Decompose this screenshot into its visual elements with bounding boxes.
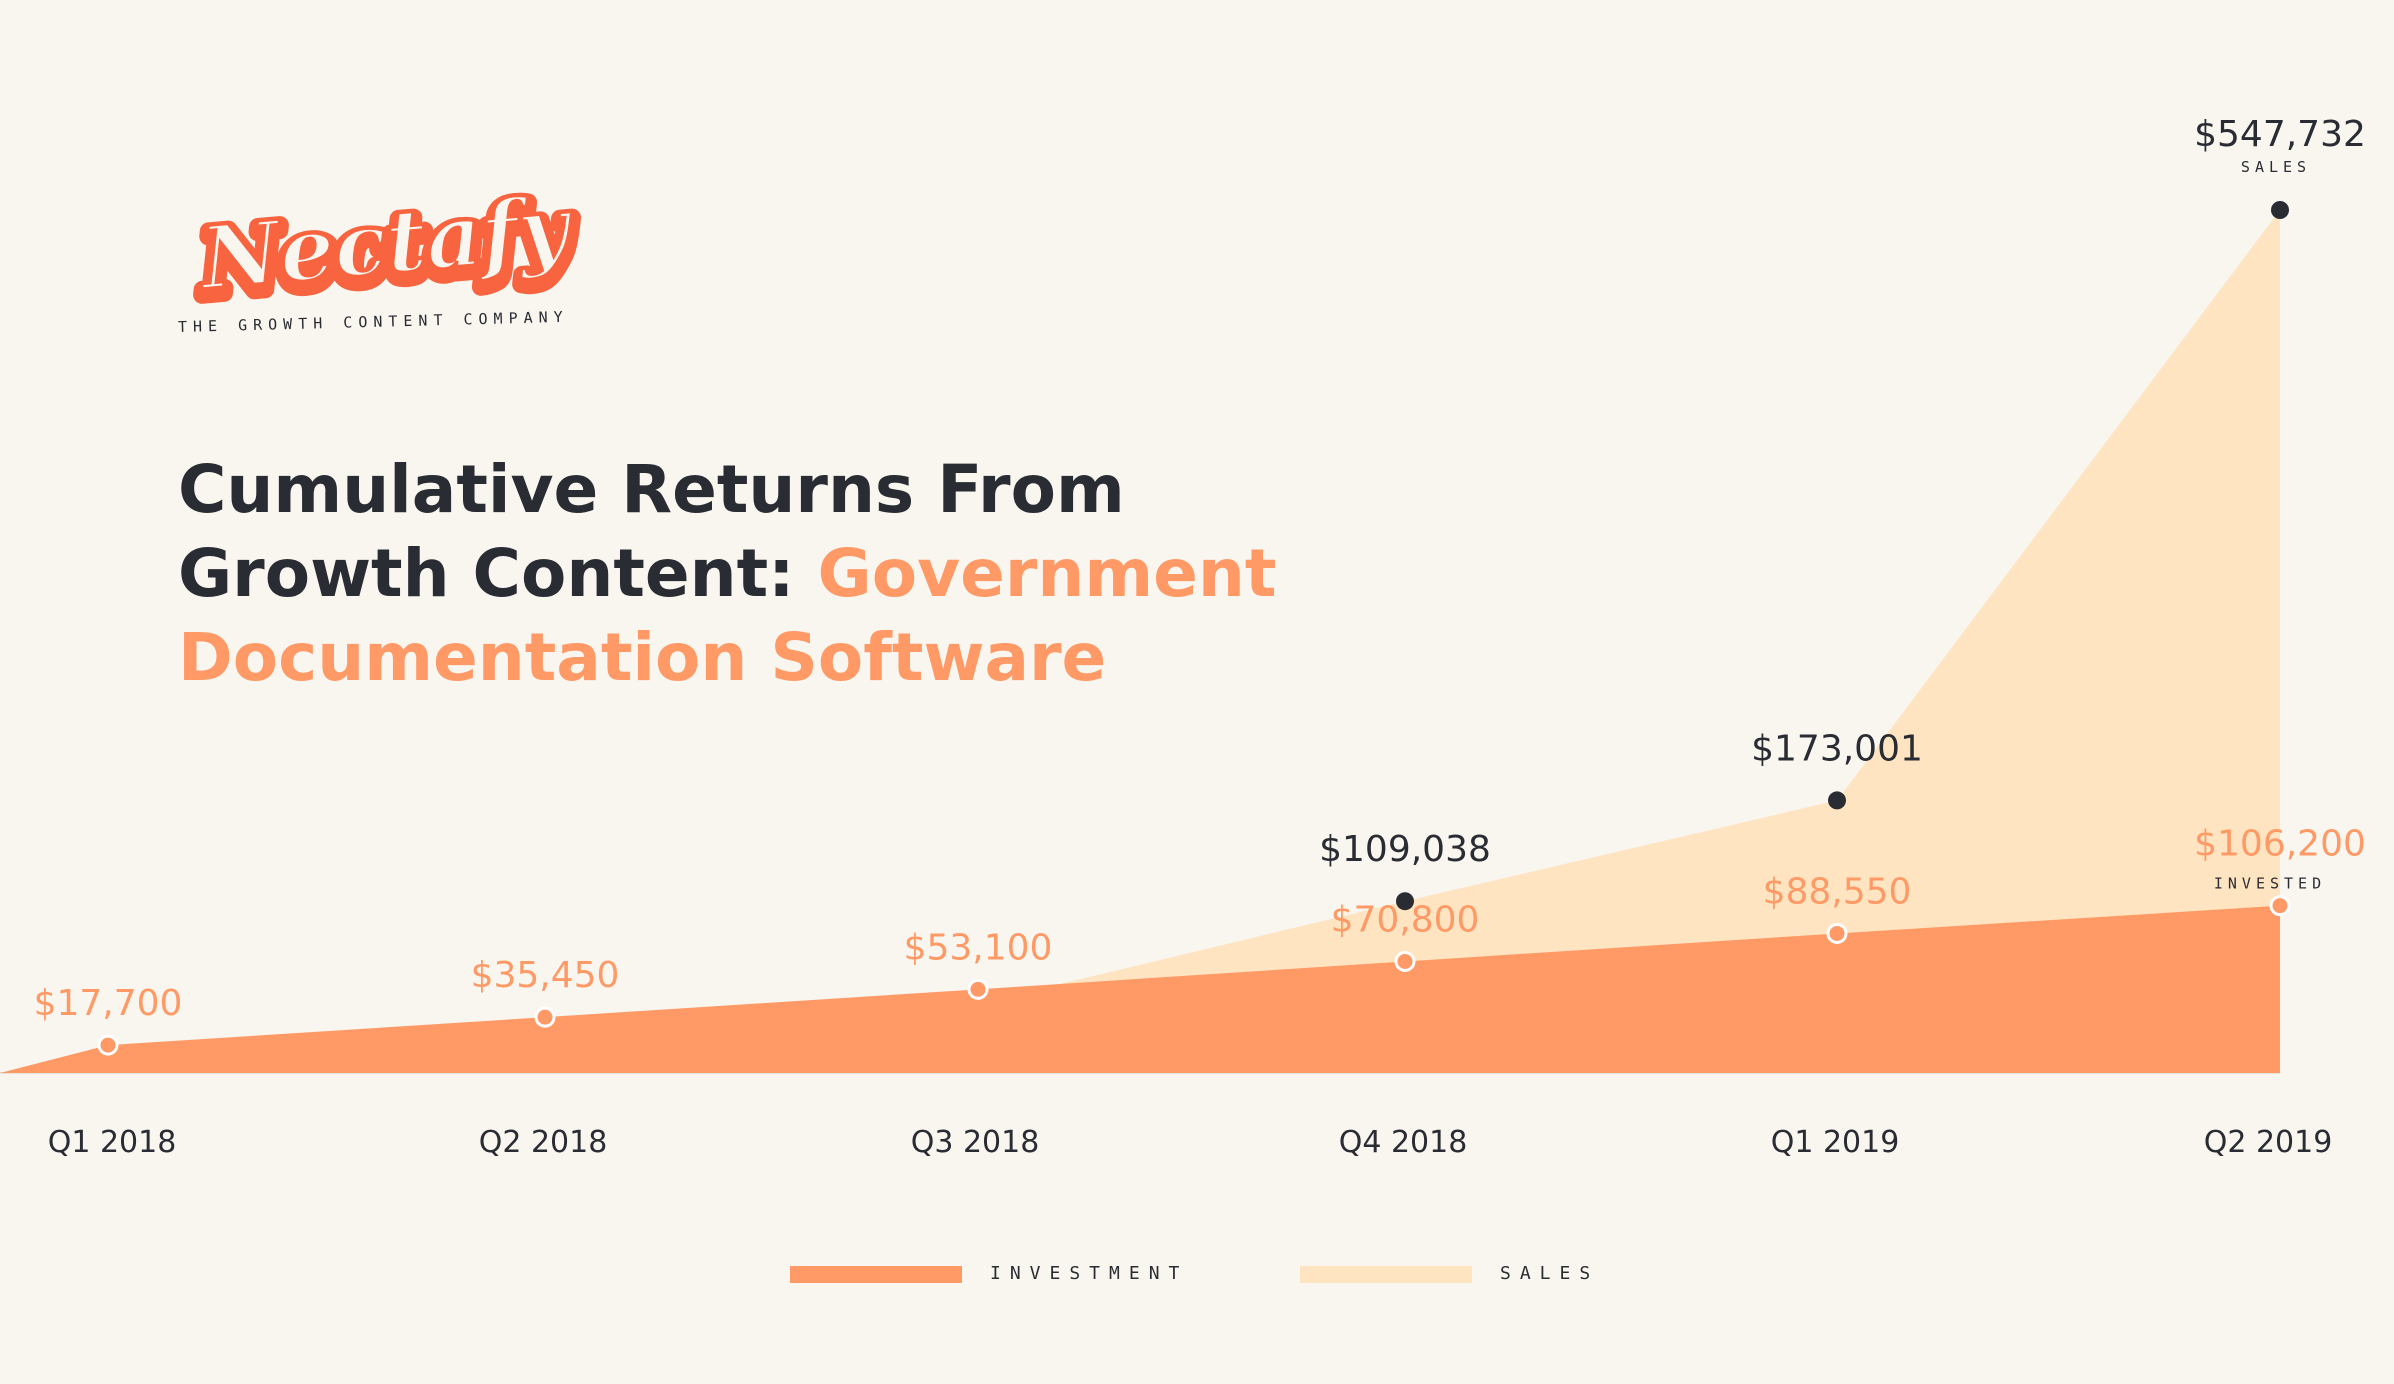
sales-point [1396,892,1414,911]
legend-label-sales: SALES [1500,1263,1600,1284]
x-tick-label: Q3 2018 [911,1125,1040,1160]
title-accent-2: Documentation Software [178,619,1107,696]
title-line-2: Growth Content: [178,535,818,612]
investment-point [1394,950,1416,972]
sales-point [2271,201,2289,219]
x-tick-label: Q4 2018 [1339,1125,1468,1160]
investment-point [2269,895,2291,917]
invested-caption: INVESTED [2214,875,2326,893]
x-tick-label: Q1 2018 [48,1125,177,1160]
investment-value-label: $17,700 [34,983,183,1024]
sales-area [1060,210,2280,1073]
logo-wordmark: Nectafy Nectafy [185,180,587,320]
chart-title: Cumulative Returns From Growth Content: … [178,448,1278,700]
svg-text:Nectafy: Nectafy [194,180,578,310]
sales-value-label: $173,001 [1751,728,1923,769]
x-tick-label: Q1 2019 [1771,1125,1900,1160]
x-tick-label: Q2 2018 [479,1125,608,1160]
title-accent-1: Government [817,535,1277,612]
investment-area [0,905,2280,1073]
legend-swatch-investment [790,1266,962,1283]
nectafy-logo: Nectafy Nectafy THE GROWTH CONTENT COMPA… [170,180,610,340]
investment-point [1826,922,1848,944]
investment-value-label: $53,100 [904,927,1053,968]
sales-value-label: $547,732 [2194,114,2366,155]
investment-value-label: $88,550 [1763,871,1912,912]
x-tick-label: Q2 2019 [2204,1125,2333,1160]
investment-value-label: $35,450 [471,955,620,996]
investment-point [97,1034,119,1056]
sales-caption: SALES [2241,158,2311,176]
investment-point [534,1006,556,1028]
sales-point [1828,791,1846,810]
title-line-1: Cumulative Returns From [178,451,1125,528]
legend-swatch-sales [1300,1266,1472,1283]
investment-point [967,978,989,1000]
investment-value-label: $106,200 [2194,824,2366,865]
legend-label-investment: INVESTMENT [990,1263,1189,1284]
sales-value-label: $109,038 [1319,829,1491,870]
